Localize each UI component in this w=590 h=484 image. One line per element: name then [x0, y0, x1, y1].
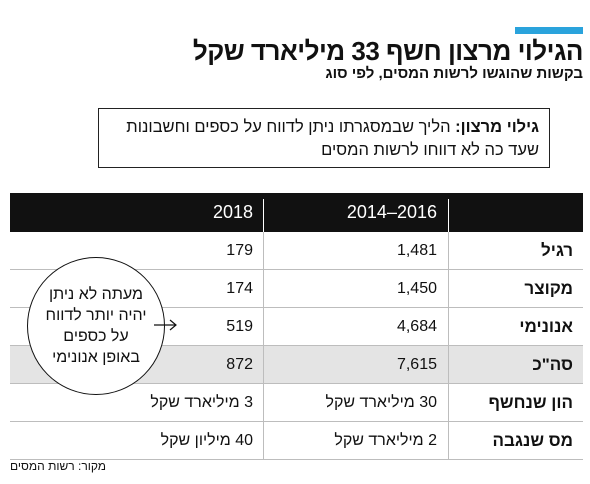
row-label: הון שנחשף — [488, 393, 573, 412]
row-label: סה"כ — [532, 355, 573, 374]
row-label: מקוצר — [524, 279, 573, 298]
callout-line: מעתה לא ניתן — [48, 286, 144, 303]
subtitle: בקשות שהוגשו לרשות המסים, לפי סוג — [325, 65, 583, 82]
table-cell: 174 — [226, 280, 253, 297]
column-header: 2016–2014 — [346, 202, 437, 222]
table-cell: 4,684 — [396, 318, 437, 335]
table-cell: 179 — [226, 242, 253, 259]
table-row: הון שנחשף 30 מיליארד שקל 3 מיליארד שקל — [10, 384, 583, 422]
table-cell: 40 מיליון שקל — [160, 432, 253, 449]
table-row: אנונימי 4,684 519 — [10, 308, 583, 346]
header-divider — [448, 199, 449, 232]
source: מקור: רשות המסים — [10, 459, 107, 473]
row-label: מס שנגבה — [492, 431, 573, 450]
callout-line: על כספים — [63, 328, 129, 345]
table-row: מס שנגבה 2 מיליארד שקל 40 מיליון שקל — [10, 422, 583, 460]
table-row: רגיל 1,481 179 — [10, 232, 583, 270]
row-label: רגיל — [541, 241, 573, 260]
column-divider — [263, 232, 264, 460]
row-label: אנונימי — [519, 317, 573, 336]
definition-term: גילוי מרצון: — [455, 118, 539, 136]
definition-text: הליך שבמסגרתו ניתן לדווח על כספים וחשבונ… — [126, 118, 539, 159]
table-cell: 30 מיליארד שקל — [325, 394, 437, 411]
table-cell: 872 — [226, 356, 253, 373]
callout-line: יהיה יותר לדווח — [45, 307, 147, 324]
column-header: 2018 — [212, 202, 253, 222]
table-row: מקוצר 1,450 174 — [10, 270, 583, 308]
column-divider — [448, 232, 449, 460]
callout-line: באופן אנונימי — [52, 349, 140, 366]
table-cell: 7,615 — [396, 356, 437, 373]
header-divider — [263, 199, 264, 232]
table-cell: 1,481 — [396, 242, 437, 259]
definition-box: גילוי מרצון: הליך שבמסגרתו ניתן לדווח על… — [98, 108, 550, 168]
callout: מעתה לא ניתן יהיה יותר לדווח על כספים באופן… — [27, 257, 165, 395]
table-cell: 1,450 — [396, 280, 437, 297]
table-cell: 519 — [226, 318, 253, 335]
table-cell: 2 מיליארד שקל — [334, 432, 437, 449]
table-header: 2016–2014 2018 — [10, 193, 583, 232]
callout-arrow — [154, 319, 177, 331]
accent-bar — [515, 27, 583, 34]
title: הגילוי מרצון חשף 33 מיליארד שקל — [192, 36, 584, 66]
table-cell: 3 מיליארד שקל — [150, 394, 253, 411]
